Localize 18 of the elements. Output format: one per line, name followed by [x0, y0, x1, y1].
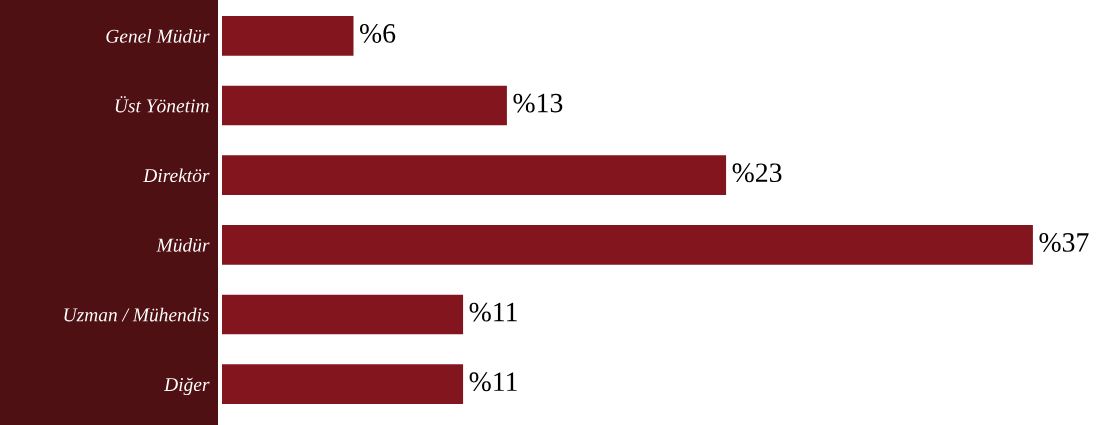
bar — [222, 155, 727, 196]
y-tick-label: Diğer — [163, 377, 210, 396]
data-label: %23 — [732, 163, 782, 183]
bar — [222, 294, 464, 335]
y-tick-label: Uzman / Mühendis — [64, 307, 209, 322]
y-tick-label: Genel Müdür — [106, 29, 210, 43]
y-tick-label: Direktör — [143, 168, 210, 183]
bar — [222, 15, 354, 56]
data-label: %13 — [513, 93, 563, 113]
y-tick-label: Müdür — [156, 238, 210, 252]
data-label: %11 — [469, 302, 517, 322]
bar — [222, 364, 464, 405]
bar — [222, 224, 1033, 265]
bar — [222, 85, 507, 126]
data-label: %11 — [469, 372, 517, 392]
y-tick-label: Üst Yönetim — [115, 96, 209, 113]
data-label: %37 — [1039, 233, 1089, 252]
data-label: %6 — [360, 24, 396, 43]
